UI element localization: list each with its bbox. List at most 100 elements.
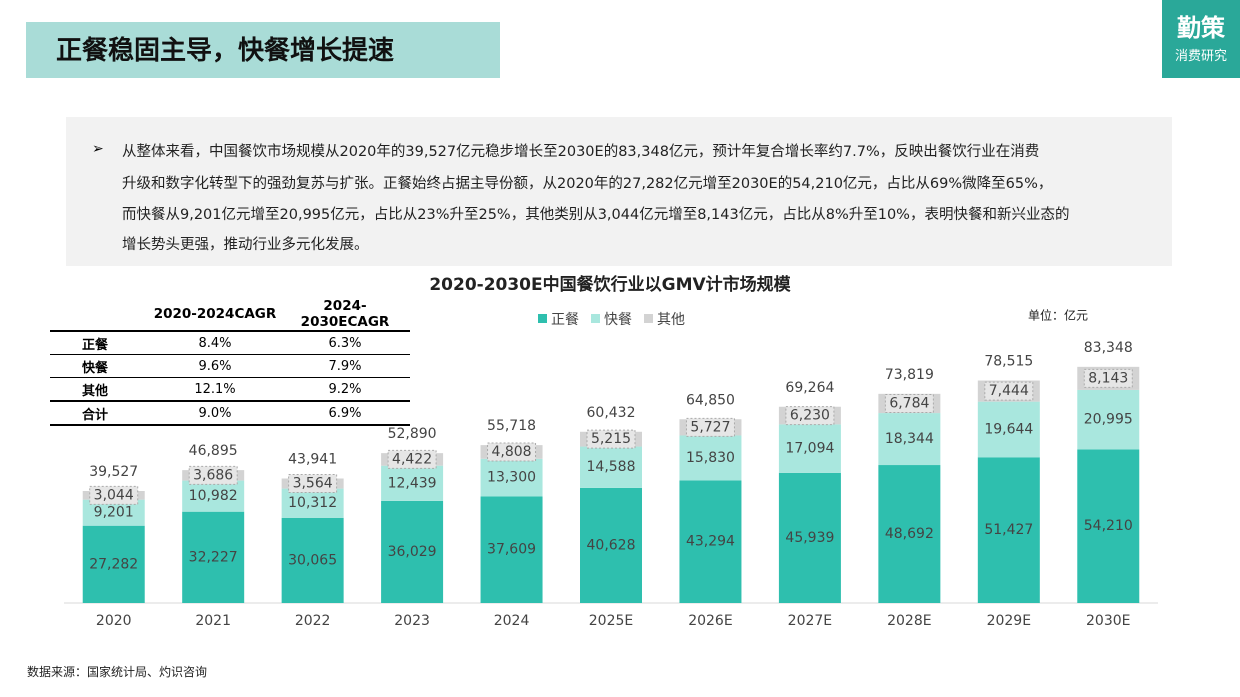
x-tick-label: 2027E bbox=[788, 613, 832, 629]
value-label: 9,201 bbox=[94, 505, 134, 521]
value-label: 18,344 bbox=[885, 431, 934, 447]
bar-segment bbox=[679, 480, 742, 603]
summary-line: 增长势头更强，推动行业多元化发展。 bbox=[122, 237, 369, 253]
legend-label: 其他 bbox=[657, 312, 685, 328]
table-cell: 9.6% bbox=[198, 358, 232, 374]
value-label: 4,422 bbox=[392, 451, 432, 467]
x-tick-label: 2020 bbox=[96, 613, 132, 629]
source: 数据来源：国家统计局、灼识咨询 bbox=[27, 665, 208, 679]
bar-segment bbox=[878, 413, 941, 466]
summary-line: 从整体来看，中国餐饮市场规模从2020年的39,527亿元稳步增长至2030E的… bbox=[122, 144, 1040, 160]
table-cell: 9.2% bbox=[328, 381, 362, 397]
value-label: 37,609 bbox=[487, 542, 536, 558]
page-title: 正餐稳固主导，快餐增长提速 bbox=[56, 36, 395, 66]
total-label: 39,527 bbox=[89, 464, 138, 480]
logo: 勤策 消费研究 bbox=[1162, 0, 1240, 78]
summary-line: 而快餐从9,201亿元增至20,995亿元，占比从23%升至25%，其他类别从3… bbox=[122, 207, 1070, 223]
bar-segment bbox=[778, 424, 841, 473]
label-box bbox=[1083, 368, 1133, 388]
table-row: 其他 12.1% 9.2% bbox=[50, 378, 410, 401]
label-box bbox=[387, 449, 437, 469]
legend-swatch bbox=[644, 314, 653, 323]
x-tick-label: 2030E bbox=[1086, 613, 1130, 629]
total-label: 83,348 bbox=[1084, 340, 1133, 356]
value-label: 45,939 bbox=[785, 530, 834, 546]
legend-swatch bbox=[538, 314, 547, 323]
cagr-table: 2020-2024CAGR 2024-2030ECAGR 正餐 8.4% 6.3% 快… bbox=[50, 298, 410, 426]
bar-segment bbox=[381, 465, 444, 501]
table-cell: 6.9% bbox=[328, 405, 362, 421]
total-label: 60,432 bbox=[587, 405, 636, 421]
label-box bbox=[288, 474, 338, 494]
value-label: 6,784 bbox=[889, 395, 929, 411]
value-label: 4,808 bbox=[491, 444, 531, 460]
row-header: 正餐 bbox=[82, 337, 109, 353]
value-label: 19,644 bbox=[984, 421, 1033, 437]
summary-box: ➢ 从整体来看，中国餐饮市场规模从2020年的39,527亿元稳步增长至2030… bbox=[66, 117, 1172, 266]
column-header: 2020-2024CAGR bbox=[153, 306, 277, 322]
value-label: 14,588 bbox=[587, 459, 636, 475]
value-label: 8,143 bbox=[1088, 370, 1128, 386]
label-box bbox=[884, 393, 934, 413]
bar-segment bbox=[182, 480, 245, 512]
row-header: 合计 bbox=[82, 407, 109, 423]
x-tick-label: 2021 bbox=[195, 613, 231, 629]
bar-segment bbox=[480, 458, 543, 497]
row-header: 其他 bbox=[82, 383, 109, 399]
value-label: 10,312 bbox=[288, 495, 337, 511]
value-label: 5,727 bbox=[690, 419, 730, 435]
label-box bbox=[487, 442, 537, 462]
total-label: 69,264 bbox=[785, 380, 834, 396]
value-label: 20,995 bbox=[1084, 412, 1133, 428]
bar-segment bbox=[381, 500, 444, 603]
total-label: 52,890 bbox=[388, 426, 437, 442]
table-cell: 6.3% bbox=[328, 335, 362, 351]
x-tick-label: 2022 bbox=[295, 613, 331, 629]
bar-segment bbox=[778, 472, 841, 603]
value-label: 5,215 bbox=[591, 431, 631, 447]
bar-segment bbox=[580, 446, 642, 488]
value-label: 32,227 bbox=[189, 549, 238, 565]
x-tick-label: 2029E bbox=[987, 613, 1031, 629]
label-box bbox=[685, 417, 735, 437]
table-cell: 8.4% bbox=[198, 335, 232, 351]
total-label: 55,718 bbox=[487, 418, 536, 434]
value-label: 3,564 bbox=[293, 476, 333, 492]
value-label: 40,628 bbox=[587, 537, 636, 553]
label-box bbox=[785, 406, 835, 426]
chart-title: 2020-2030E中国餐饮行业以GMV计市场规模 bbox=[429, 274, 791, 295]
bar-segment bbox=[580, 487, 642, 603]
x-tick-label: 2023 bbox=[394, 613, 430, 629]
bar-segment bbox=[281, 517, 344, 603]
value-label: 15,830 bbox=[686, 450, 735, 466]
bar-segment bbox=[1077, 389, 1140, 450]
table-cell: 7.9% bbox=[328, 358, 362, 374]
table-cell: 12.1% bbox=[194, 381, 236, 397]
table-row: 正餐 8.4% 6.3% bbox=[50, 331, 410, 355]
value-label: 10,982 bbox=[189, 488, 238, 504]
total-label: 46,895 bbox=[189, 443, 238, 459]
value-label: 3,044 bbox=[94, 487, 134, 503]
label-box bbox=[89, 485, 139, 505]
unit-label: 单位：亿元 bbox=[1028, 308, 1088, 323]
legend-label: 快餐 bbox=[604, 312, 632, 328]
total-label: 73,819 bbox=[885, 367, 934, 383]
value-label: 36,029 bbox=[388, 544, 437, 560]
value-label: 48,692 bbox=[885, 526, 934, 542]
value-label: 54,210 bbox=[1084, 518, 1133, 534]
x-tick-label: 2028E bbox=[887, 613, 931, 629]
logo-top: 勤策 bbox=[1177, 14, 1225, 42]
x-tick-label: 2024 bbox=[494, 613, 530, 629]
summary-line: 升级和数字化转型下的强劲复苏与扩张。正餐始终占据主导份额，从2020年的27,2… bbox=[122, 176, 1053, 192]
value-label: 27,282 bbox=[89, 556, 138, 572]
legend-label: 正餐 bbox=[551, 312, 579, 328]
legend-swatch bbox=[591, 314, 600, 323]
value-label: 13,300 bbox=[487, 470, 536, 486]
table-header: 2020-2024CAGR 2024-2030ECAGR bbox=[50, 298, 410, 331]
x-tick-label: 2025E bbox=[589, 613, 633, 629]
table-row: 快餐 9.6% 7.9% bbox=[50, 355, 410, 378]
table-cell: 9.0% bbox=[198, 405, 232, 421]
total-label: 78,515 bbox=[984, 354, 1033, 370]
